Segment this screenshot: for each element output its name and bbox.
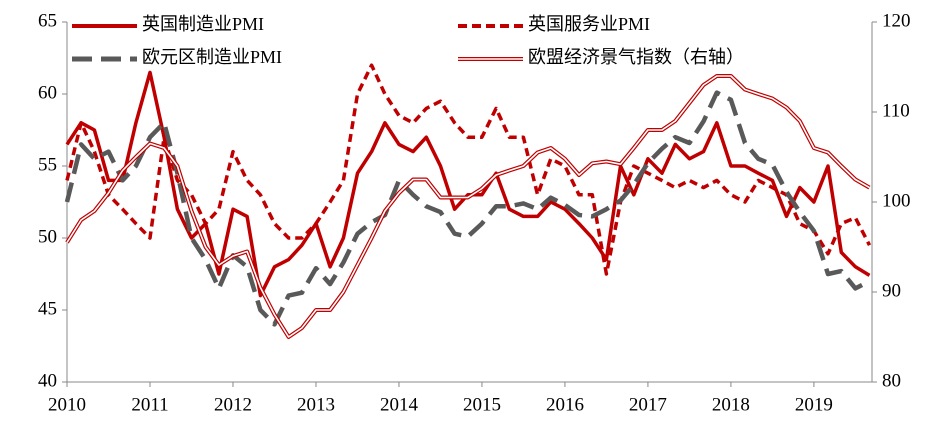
- legend-label: 英国服务业PMI: [528, 14, 650, 34]
- y-tick-label: 50: [38, 226, 57, 247]
- plot: 40 45 50 55 60 65 80 90 100 110 120 2010 2011 2012 201…: [38, 10, 911, 415]
- y-tick-label: 40: [38, 370, 57, 391]
- x-tick-label: 2014: [380, 394, 419, 415]
- y-tick-label: 60: [38, 82, 57, 103]
- x-tick-label: 2010: [48, 394, 86, 415]
- series-line: [65, 74, 871, 339]
- legend-label: 欧盟经济景气指数（右轴）: [528, 47, 744, 67]
- legend-label: 英国制造业PMI: [142, 14, 264, 34]
- series-line: [65, 70, 871, 298]
- x-tick-label: 2011: [131, 394, 168, 415]
- legend: 英国制造业PMI 英国服务业PMI 欧元区制造业PMI 欧盟经济景气指数（右轴）: [72, 14, 744, 67]
- y2-tick-label: 80: [882, 370, 901, 391]
- x-tick-label: 2015: [463, 394, 501, 415]
- x-tick-label: 2018: [712, 394, 750, 415]
- y2-tick-label: 90: [882, 280, 901, 301]
- series-line: [65, 63, 872, 276]
- y2-tick-label: 120: [882, 10, 911, 31]
- y-tick-label: 45: [38, 298, 57, 319]
- y2-tick-label: 100: [882, 190, 911, 211]
- series-line: [64, 90, 871, 327]
- x-tick-label: 2016: [546, 394, 584, 415]
- y2-tick-label: 110: [882, 100, 910, 121]
- x-tick-label: 2019: [795, 394, 833, 415]
- series-line: [66, 75, 870, 338]
- y-tick-label: 55: [38, 154, 57, 175]
- x-tick-label: 2017: [629, 394, 667, 415]
- x-tick-label: 2013: [297, 394, 335, 415]
- x-tick-label: 2012: [214, 394, 252, 415]
- legend-label: 欧元区制造业PMI: [142, 47, 282, 67]
- y-tick-label: 65: [38, 10, 57, 31]
